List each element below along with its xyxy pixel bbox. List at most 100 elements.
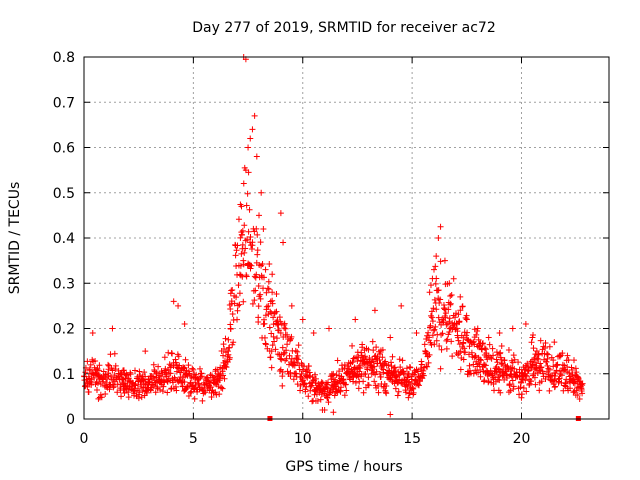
- data-point: [107, 373, 114, 380]
- data-point: [350, 355, 357, 362]
- grid-lines: [84, 57, 609, 419]
- data-point: [161, 379, 168, 386]
- data-point: [238, 203, 245, 210]
- data-point: [355, 385, 362, 392]
- data-point: [265, 286, 272, 293]
- data-point: [238, 231, 245, 238]
- data-point: [579, 390, 586, 397]
- data-point: [477, 366, 484, 373]
- data-point: [199, 397, 206, 404]
- data-point: [269, 342, 276, 349]
- data-point: [523, 373, 530, 380]
- data-point: [533, 347, 540, 354]
- data-point: [378, 365, 385, 372]
- y-tick-label: 0.5: [53, 186, 75, 202]
- data-point: [193, 371, 200, 378]
- data-point: [224, 358, 231, 365]
- data-point: [220, 372, 227, 379]
- data-point: [237, 234, 244, 241]
- data-point: [188, 388, 195, 395]
- data-point: [544, 351, 551, 358]
- data-point: [440, 317, 447, 324]
- data-point: [258, 189, 265, 196]
- data-point: [370, 347, 377, 354]
- data-point: [525, 367, 532, 374]
- data-point: [426, 289, 433, 296]
- data-point: [530, 370, 537, 377]
- data-point: [470, 370, 477, 377]
- data-point: [252, 287, 259, 294]
- data-point: [303, 366, 310, 373]
- data-point: [212, 389, 219, 396]
- data-point: [446, 325, 453, 332]
- data-point: [349, 342, 356, 349]
- data-point: [435, 235, 442, 241]
- data-point: [102, 391, 109, 398]
- data-point: [324, 379, 331, 386]
- data-point: [447, 300, 454, 307]
- data-point: [263, 303, 270, 310]
- data-point: [545, 365, 552, 372]
- data-point: [279, 369, 286, 376]
- data-point: [182, 356, 189, 363]
- data-point: [248, 262, 255, 269]
- data-point: [269, 300, 276, 307]
- data-point: [191, 395, 198, 402]
- data-point: [134, 385, 141, 392]
- data-point: [109, 325, 116, 332]
- data-point: [249, 300, 256, 307]
- data-point: [277, 210, 284, 217]
- data-point: [265, 278, 272, 285]
- data-point: [114, 389, 121, 396]
- data-point: [431, 296, 438, 303]
- data-point: [94, 380, 101, 387]
- data-point: [407, 364, 414, 371]
- data-point: [242, 245, 249, 252]
- data-point: [170, 298, 177, 305]
- data-point: [518, 391, 525, 398]
- data-point: [387, 334, 394, 341]
- data-point: [330, 409, 337, 416]
- data-point: [379, 346, 386, 353]
- data-point: [295, 356, 302, 363]
- data-point: [537, 337, 544, 344]
- data-point: [501, 357, 508, 364]
- data-point: [422, 348, 429, 355]
- data-point: [241, 222, 248, 229]
- data-point: [284, 368, 291, 375]
- data-point: [254, 231, 261, 238]
- data-point: [208, 384, 215, 391]
- data-point: [245, 144, 252, 151]
- data-point: [161, 354, 168, 361]
- data-point: [284, 331, 291, 338]
- data-point: [506, 381, 513, 388]
- data-point: [280, 239, 287, 246]
- data-point: [466, 343, 473, 350]
- data-point: [550, 357, 557, 364]
- data-point: [244, 190, 251, 197]
- data-point: [448, 291, 455, 298]
- data-point: [542, 340, 549, 347]
- data-point: [432, 280, 439, 287]
- data-point: [429, 318, 436, 325]
- data-point: [553, 367, 560, 374]
- data-point: [243, 202, 250, 209]
- y-tick-label: 0.6: [53, 141, 75, 157]
- x-tick-label: 5: [189, 431, 198, 447]
- data-point: [308, 382, 315, 389]
- data-point: [273, 291, 280, 298]
- data-point: [107, 351, 114, 358]
- data-point: [429, 332, 436, 339]
- data-point: [474, 328, 481, 335]
- data-point: [326, 325, 332, 332]
- data-point: [299, 367, 306, 374]
- data-point: [359, 341, 366, 348]
- y-tick-label: 0: [66, 412, 75, 428]
- data-point: [443, 321, 450, 328]
- data-point: [288, 333, 295, 340]
- data-point: [481, 377, 488, 384]
- data-point: [546, 387, 553, 394]
- data-point: [334, 357, 341, 364]
- data-point: [395, 388, 402, 395]
- data-point: [427, 312, 434, 319]
